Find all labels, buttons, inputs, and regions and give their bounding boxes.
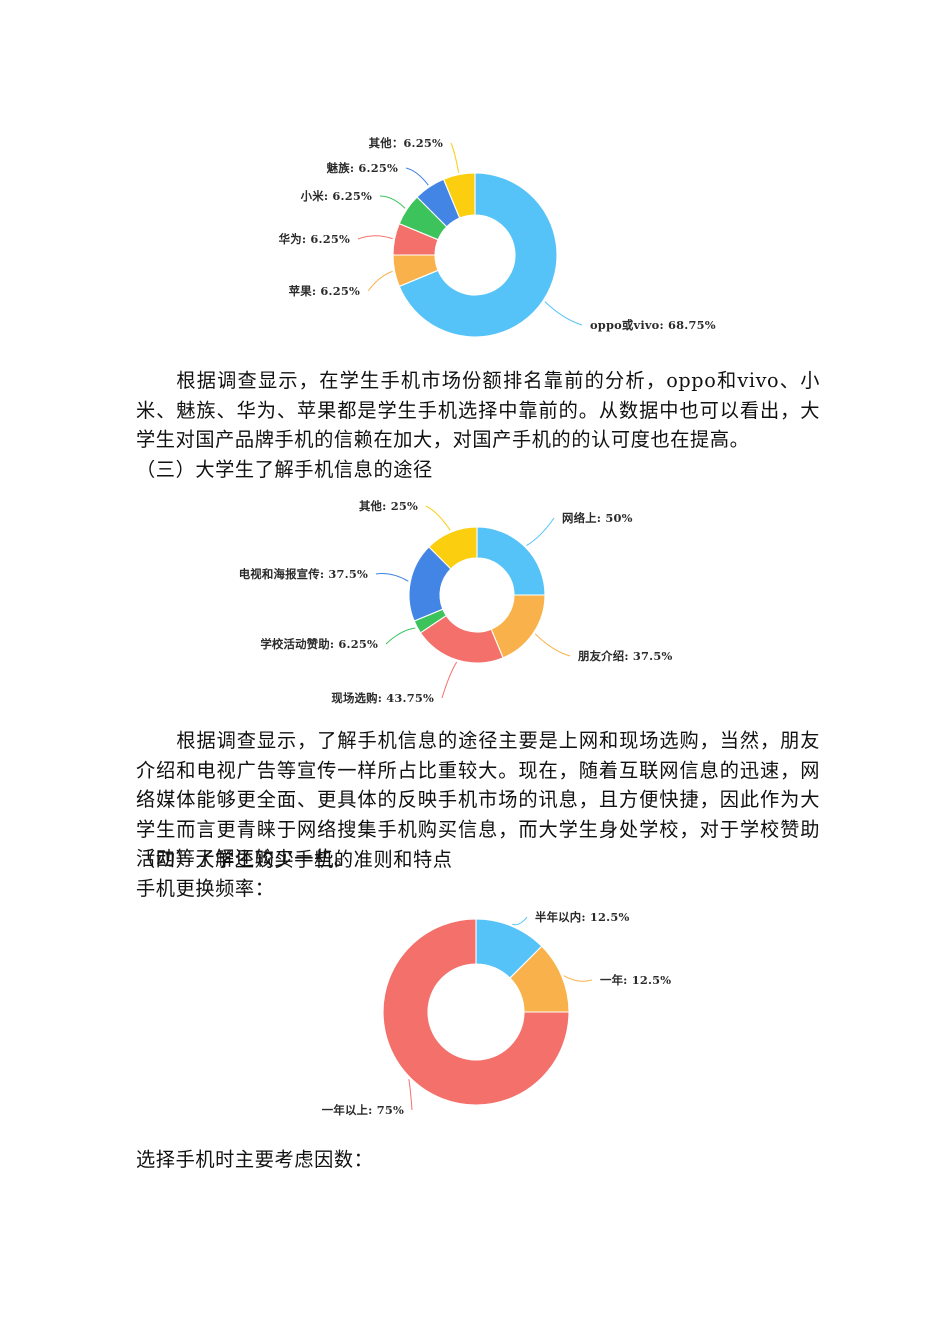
chart-info-channels: 网络上: 50% 朋友介绍: 37.5% 现场选购: 43.75% 学校活动赞助: 6… [0,490,950,720]
label-leader-line [405,167,429,186]
donut-slice-label: 网络上: 50% [562,511,633,525]
donut-labels: oppo或vivo: 68.75% 苹果: 6.25% 华为: 6.25% 小米: 6… [279,136,716,332]
label-leader-line [441,661,458,699]
subheading-selection-factors: 选择手机时主要考虑因数： [136,1148,374,1171]
label-leader-line [375,573,409,582]
paragraph-info-channels: 根据调查显示，了解手机信息的途径主要是上网和现场选购，当然，朋友介绍和电视广告等… [136,729,820,871]
donut-slice[interactable] [398,172,558,338]
donut-slices [382,918,570,1106]
donut-slice-label: 其他：6.25% [369,136,443,150]
label-leader-line [563,975,593,982]
donut-labels: 半年以内: 12.5% 一年: 12.5% 一年以上: 75% [322,910,671,1117]
label-leader-line [367,270,393,292]
label-leader-line [357,235,393,240]
donut-slice-label: 一年以上: 75% [322,1103,404,1117]
label-leader-line [385,627,416,645]
donut-slice-label: 魅族: 6.25% [327,161,398,175]
label-leader-line [526,517,555,546]
donut-slices [408,526,546,664]
label-leader-line [512,916,528,926]
paragraph-brand-analysis: 根据调查显示，在学生手机市场份额排名靠前的分析，oppo和vivo、小米、魅族、… [136,369,820,452]
donut-slice-label: 朋友介绍: 37.5% [577,649,673,663]
label-leader-line [408,1079,413,1111]
donut-slice-label: 学校活动赞助: 6.25% [260,637,378,651]
donut-slice-label: 苹果: 6.25% [289,284,360,298]
donut-slice-label: 华为: 6.25% [279,232,350,246]
donut-slice-label: 半年以内: 12.5% [535,910,630,924]
subheading-replacement-frequency: 手机更换频率： [136,877,275,900]
donut-labels: 网络上: 50% 朋友介绍: 37.5% 现场选购: 43.75% 学校活动赞助: 6… [239,499,673,705]
donut-slice[interactable] [476,526,546,596]
chart-phone-brand-share-svg: oppo或vivo: 68.75% 苹果: 6.25% 华为: 6.25% 小米: 6… [279,136,716,338]
label-leader-line [534,633,571,657]
chart-info-channels-svg: 网络上: 50% 朋友介绍: 37.5% 现场选购: 43.75% 学校活动赞助: 6… [239,499,673,705]
label-leader-line [544,301,583,326]
label-leader-line [379,195,406,209]
label-leader-line [425,505,451,531]
heading-purchase-criteria: （四）大学生购买手机的准则和特点 [136,848,453,871]
donut-slice-label: oppo或vivo: 68.75% [590,318,716,332]
donut-slices [392,172,558,338]
donut-slice-label: 电视和海报宣传: 37.5% [239,567,368,581]
chart-replacement-frequency: 半年以内: 12.5% 一年: 12.5% 一年以上: 75% [0,900,950,1130]
donut-slice-label: 现场选购: 43.75% [331,691,434,705]
chart-replacement-frequency-svg: 半年以内: 12.5% 一年: 12.5% 一年以上: 75% [322,910,671,1117]
chart-phone-brand-share: oppo或vivo: 68.75% 苹果: 6.25% 华为: 6.25% 小米: 6… [0,110,950,360]
donut-slice[interactable] [428,526,478,570]
donut-slice[interactable] [382,918,570,1106]
heading-info-channels: （三）大学生了解手机信息的途径 [136,458,433,481]
donut-slice[interactable] [442,172,476,219]
donut-slice-label: 小米: 6.25% [300,189,372,203]
label-leader-line [450,142,460,173]
donut-slice-label: 其他: 25% [359,499,418,513]
donut-slice-label: 一年: 12.5% [600,973,671,987]
